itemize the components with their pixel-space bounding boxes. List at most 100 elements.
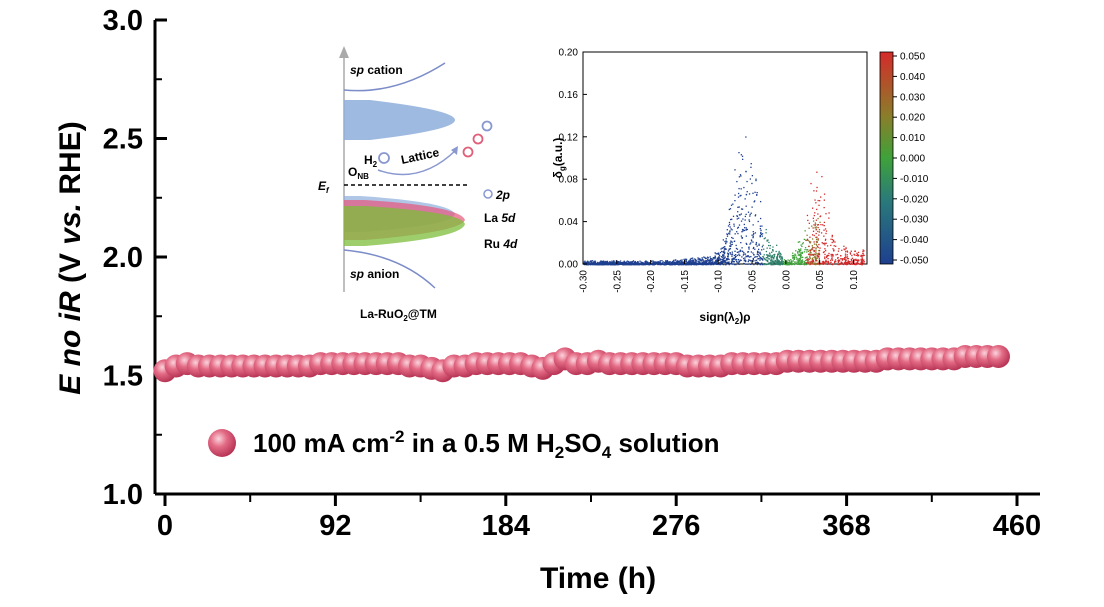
rdg-point — [639, 263, 642, 266]
rdg-point — [838, 248, 840, 250]
rdg-point — [820, 224, 822, 226]
rdg-point — [672, 261, 674, 263]
rdg-point — [761, 246, 764, 248]
rdg-point — [724, 247, 726, 250]
rdg-point — [745, 193, 748, 196]
rdg-point — [737, 211, 739, 213]
rdg-point — [744, 259, 746, 261]
rdg-point — [757, 250, 759, 253]
rdg-point — [806, 234, 808, 236]
rdg-point — [680, 263, 682, 266]
rdg-point — [723, 260, 725, 262]
rdg-point — [723, 257, 725, 259]
rdg-point — [776, 254, 779, 257]
rdg-point — [810, 251, 812, 254]
rdg-point — [860, 262, 862, 264]
rdg-point — [734, 255, 737, 258]
rdg-point — [848, 262, 850, 264]
rdg-point — [757, 254, 760, 256]
rdg-point — [711, 258, 713, 260]
rdg-x-axis-title: sign(λ2)ρ — [699, 310, 750, 326]
rdg-point — [813, 261, 815, 263]
rdg-point — [846, 261, 848, 263]
rdg-point — [797, 261, 799, 263]
rdg-point — [713, 261, 716, 263]
rdg-x-tick-label: -0.15 — [680, 270, 691, 293]
rdg-point — [787, 261, 790, 264]
rdg-point — [744, 260, 747, 263]
h2o-marker — [378, 152, 390, 164]
lattice-arrow — [377, 149, 457, 176]
rdg-point — [849, 252, 851, 254]
rdg-point — [775, 250, 777, 253]
rdg-point — [717, 258, 719, 261]
rdg-point — [723, 254, 725, 256]
rdg-point — [860, 263, 862, 265]
rdg-point — [694, 258, 696, 260]
rdg-x-ticks: -0.30 -0.25 -0.20 -0.15 -0.10 -0.05 0.00 0.05 0.… — [579, 260, 860, 293]
rdg-point — [793, 257, 796, 259]
rdg-point — [824, 256, 826, 258]
rdg-point — [727, 254, 730, 256]
rdg-point — [669, 261, 671, 263]
rdg-point — [813, 250, 815, 253]
rdg-point — [761, 233, 764, 235]
rdg-point — [609, 261, 611, 264]
rdg-point — [709, 256, 711, 258]
rdg-point — [612, 262, 614, 265]
rdg-point — [767, 254, 769, 257]
rdg-point — [666, 261, 668, 263]
colorbar-tick-label: -0.040 — [900, 235, 929, 246]
rdg-point — [726, 235, 729, 237]
rdg-point — [860, 259, 862, 261]
rdg-point — [645, 263, 648, 265]
rdg-point — [754, 262, 757, 264]
rdg-point — [798, 254, 800, 257]
rdg-point — [713, 258, 715, 260]
rdg-point — [809, 261, 812, 263]
rdg-point — [711, 258, 714, 260]
rdg-point — [808, 253, 810, 256]
rdg-point — [762, 256, 765, 258]
rdg-point — [757, 258, 759, 260]
rdg-point — [832, 263, 835, 265]
rdg-point — [727, 262, 730, 264]
rdg-point — [692, 262, 695, 264]
rdg-point — [706, 260, 708, 263]
rdg-point — [816, 208, 818, 211]
rdg-point — [801, 260, 803, 262]
rdg-point — [816, 236, 818, 238]
rdg-point — [758, 244, 760, 246]
rdg-point — [754, 191, 756, 193]
rdg-point — [671, 263, 674, 266]
rdg-point — [726, 233, 729, 236]
rdg-point — [818, 260, 820, 262]
rdg-point — [817, 246, 819, 249]
rdg-point — [662, 261, 664, 263]
rdg-point — [778, 250, 780, 253]
rdg-point — [758, 243, 760, 245]
rdg-point — [785, 262, 788, 264]
rdg-point — [816, 245, 819, 247]
rdg-point — [765, 232, 767, 234]
rdg-point — [780, 262, 783, 265]
colorbar-tick-label: 0.050 — [900, 52, 925, 63]
rdg-point — [699, 258, 701, 260]
rdg-point — [814, 212, 816, 214]
rdg-point — [617, 261, 620, 263]
rdg-point — [793, 256, 795, 259]
rdg-point — [815, 229, 817, 231]
rdg-point — [835, 254, 837, 256]
rdg-point — [713, 262, 715, 265]
rdg-point — [798, 257, 801, 260]
rdg-point — [844, 260, 847, 262]
rdg-point — [782, 260, 785, 263]
rdg-point — [631, 262, 633, 264]
rdg-point — [779, 263, 781, 266]
rdg-point — [843, 258, 846, 260]
rdg-point — [725, 260, 727, 262]
rdg-point — [740, 241, 742, 244]
rdg-point — [812, 254, 815, 257]
rdg-point — [827, 263, 829, 266]
rdg-point — [776, 256, 778, 258]
